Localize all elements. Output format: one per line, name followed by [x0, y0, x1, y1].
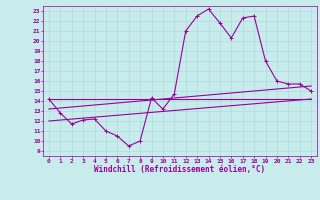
X-axis label: Windchill (Refroidissement éolien,°C): Windchill (Refroidissement éolien,°C): [94, 165, 266, 174]
